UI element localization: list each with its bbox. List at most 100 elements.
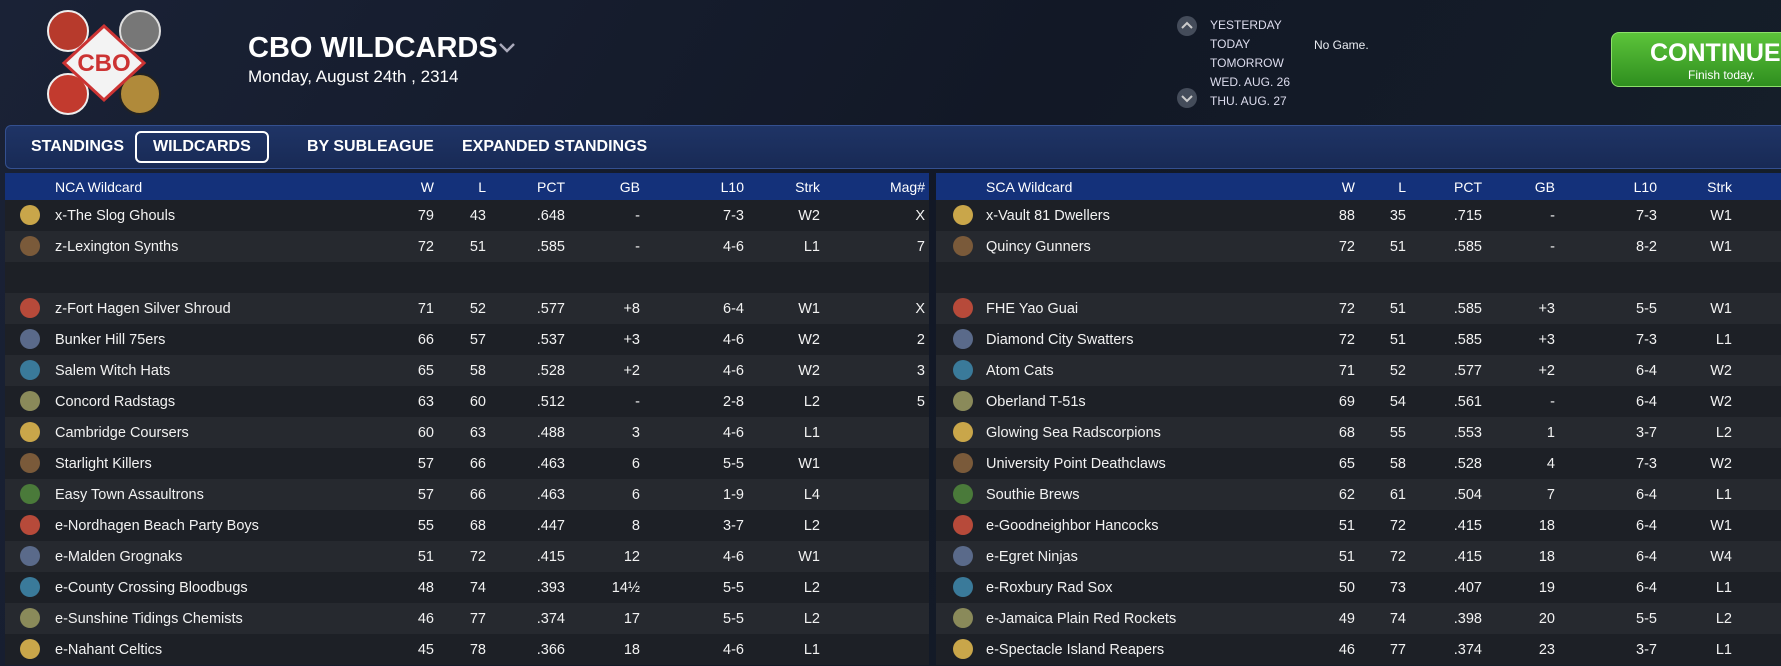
stat-cell: .415 xyxy=(536,549,565,565)
game-status: No Game. xyxy=(1314,38,1369,52)
team-row[interactable]: e-Sunshine Tidings Chemists 46 77 .374 17 5-5… xyxy=(5,603,929,634)
stat-cell: W2 xyxy=(1710,456,1732,472)
stat-cell: X xyxy=(915,301,925,317)
stat-cell: W2 xyxy=(798,332,820,348)
team-icon xyxy=(20,205,40,225)
stat-cell: 52 xyxy=(469,301,486,317)
team-row[interactable]: z-Fort Hagen Silver Shroud 71 52 .577 +8 6-4 W… xyxy=(5,293,929,324)
team-icon xyxy=(20,422,40,442)
team-row[interactable]: Bunker Hill 75ers 66 57 .537 +3 4-6 W2 2 xyxy=(5,324,929,355)
team-row[interactable]: Glowing Sea Radscorpions 68 55 .553 1 3-7 L2 xyxy=(936,417,1781,448)
team-row[interactable]: Concord Radstags 63 60 .512 - 2-8 L2 5 xyxy=(5,386,929,417)
stat-cell: 72 xyxy=(469,549,486,565)
team-row[interactable]: x-The Slog Ghouls 79 43 .648 - 7-3 W2 X xyxy=(5,200,929,231)
stat-cell: 5-5 xyxy=(723,456,744,472)
nav-tab[interactable]: STANDINGS xyxy=(31,138,125,155)
nav-tab[interactable]: BY SUBLEAGUE xyxy=(307,138,434,155)
schedule-day[interactable]: YESTERDAY xyxy=(1210,18,1282,32)
column-header: PCT xyxy=(537,179,565,195)
stat-cell: 2-8 xyxy=(723,394,744,410)
column-header: W xyxy=(1341,179,1355,195)
team-row[interactable]: Quincy Gunners 72 51 .585 - 8-2 W1 xyxy=(936,231,1781,262)
stat-cell: .537 xyxy=(536,332,565,348)
stat-cell: +3 xyxy=(623,332,640,348)
team-row[interactable]: z-Lexington Synths 72 51 .585 - 4-6 L1 7 xyxy=(5,231,929,262)
team-row[interactable]: Southie Brews 62 61 .504 7 6-4 L1 xyxy=(936,479,1781,510)
column-header: Strk xyxy=(1707,179,1732,195)
team-icon xyxy=(20,298,40,318)
stat-cell: W1 xyxy=(798,456,820,472)
team-row[interactable]: Easy Town Assaultrons 57 66 .463 6 1-9 L4 xyxy=(5,479,929,510)
team-row[interactable]: x-Vault 81 Dwellers 88 35 .715 - 7-3 W1 xyxy=(936,200,1781,231)
team-icon xyxy=(953,391,973,411)
stat-cell: 4 xyxy=(1546,456,1555,472)
team-row[interactable]: e-Nordhagen Beach Party Boys 55 68 .447 8 3-7… xyxy=(5,510,929,541)
stat-cell: L2 xyxy=(803,518,820,534)
stat-cell: +3 xyxy=(1538,332,1555,348)
team-row[interactable]: e-Jamaica Plain Red Rockets 49 74 .398 20 5-5… xyxy=(936,603,1781,634)
team-row[interactable]: Atom Cats 71 52 .577 +2 6-4 W2 xyxy=(936,355,1781,386)
stat-cell: 71 xyxy=(1338,363,1355,379)
team-row[interactable]: e-County Crossing Bloodbugs 48 74 .393 14½ 5-… xyxy=(5,572,929,603)
team-row[interactable]: University Point Deathclaws 65 58 .528 4 7-3 W… xyxy=(936,448,1781,479)
team-row[interactable]: e-Malden Grognaks 51 72 .415 12 4-6 W1 xyxy=(5,541,929,572)
team-row[interactable]: FHE Yao Guai 72 51 .585 +3 5-5 W1 xyxy=(936,293,1781,324)
stat-cell: .648 xyxy=(536,208,565,224)
stat-cell: 51 xyxy=(1389,332,1406,348)
stat-cell: W1 xyxy=(798,549,820,565)
team-row[interactable]: Diamond City Swatters 72 51 .585 +3 7-3 L1 xyxy=(936,324,1781,355)
stat-cell: 4-6 xyxy=(723,363,744,379)
stat-cell: 46 xyxy=(417,611,434,627)
stat-cell: 51 xyxy=(417,549,434,565)
team-row[interactable]: e-Egret Ninjas 51 72 .415 18 6-4 W4 xyxy=(936,541,1781,572)
team-name: e-Sunshine Tidings Chemists xyxy=(55,611,243,627)
nav-tab[interactable]: WILDCARDS xyxy=(135,131,269,163)
schedule-day[interactable]: THU. AUG. 27 xyxy=(1210,94,1287,108)
stat-cell: 12 xyxy=(623,549,640,565)
stat-cell: 6-4 xyxy=(1636,549,1657,565)
stat-cell: 51 xyxy=(1338,518,1355,534)
stat-cell: - xyxy=(635,208,640,224)
column-header: SCA Wildcard xyxy=(986,179,1073,195)
team-row[interactable]: Starlight Killers 57 66 .463 6 5-5 W1 xyxy=(5,448,929,479)
stat-cell: 71 xyxy=(417,301,434,317)
stat-cell: 20 xyxy=(1538,611,1555,627)
stat-cell: W2 xyxy=(798,208,820,224)
stat-cell: L2 xyxy=(803,611,820,627)
page-date: Monday, August 24th , 2314 xyxy=(248,67,459,86)
team-row[interactable]: e-Nahant Celtics 45 78 .366 18 4-6 L1 xyxy=(5,634,929,665)
stat-cell: +8 xyxy=(623,301,640,317)
stat-cell: 58 xyxy=(1389,456,1406,472)
title-dropdown[interactable] xyxy=(498,42,516,54)
schedule-day[interactable]: WED. AUG. 26 xyxy=(1210,75,1291,89)
stat-cell: 4-6 xyxy=(723,239,744,255)
stat-cell: W4 xyxy=(1710,549,1732,565)
stat-cell: .488 xyxy=(536,425,565,441)
continue-button[interactable]: CONTINUE Finish today. xyxy=(1611,32,1781,87)
stat-cell: +2 xyxy=(1538,363,1555,379)
schedule-up[interactable] xyxy=(1176,15,1198,37)
team-row[interactable]: e-Goodneighbor Hancocks 51 72 .415 18 6-4 W1 xyxy=(936,510,1781,541)
stat-cell: 8 xyxy=(631,518,640,534)
schedule-day[interactable]: TODAY xyxy=(1210,37,1251,51)
column-header: Mag# xyxy=(889,179,925,195)
nav-tab[interactable]: EXPANDED STANDINGS xyxy=(462,138,648,155)
team-row[interactable]: Cambridge Coursers 60 63 .488 3 4-6 L1 xyxy=(5,417,929,448)
league-logo: CBO xyxy=(47,10,161,115)
team-row[interactable]: e-Spectacle Island Reapers 46 77 .374 23 3-7 L… xyxy=(936,634,1781,665)
schedule-down[interactable] xyxy=(1176,87,1198,109)
team-name: Southie Brews xyxy=(986,487,1080,503)
team-row[interactable]: e-Roxbury Rad Sox 50 73 .407 19 6-4 L1 xyxy=(936,572,1781,603)
column-header: L xyxy=(478,179,486,195)
stat-cell: 7 xyxy=(1546,487,1555,503)
stat-cell: 3 xyxy=(916,363,925,379)
stat-cell: 74 xyxy=(1389,611,1406,627)
column-header: PCT xyxy=(1454,179,1482,195)
team-row[interactable]: Oberland T-51s 69 54 .561 - 6-4 W2 xyxy=(936,386,1781,417)
team-row[interactable]: Salem Witch Hats 65 58 .528 +2 4-6 W2 3 xyxy=(5,355,929,386)
stat-cell: .585 xyxy=(1453,239,1482,255)
stat-cell: - xyxy=(635,239,640,255)
schedule-day[interactable]: TOMORROW xyxy=(1210,56,1284,70)
stat-cell: L2 xyxy=(1715,611,1732,627)
stat-cell: 23 xyxy=(1538,642,1555,658)
